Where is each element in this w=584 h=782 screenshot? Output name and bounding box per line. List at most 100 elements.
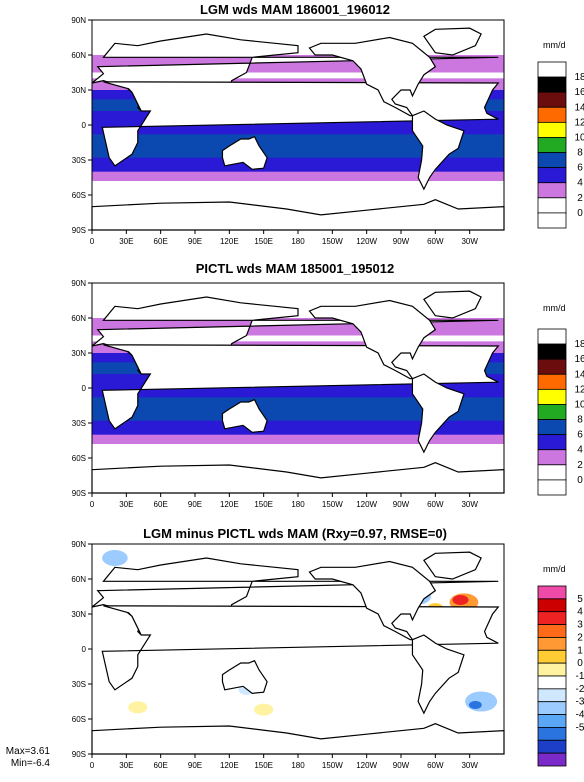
coastline — [423, 27, 482, 56]
colorbar-box — [537, 358, 567, 375]
diff-anomaly — [254, 703, 274, 716]
lon-tick-label: 60E — [154, 500, 168, 509]
lon-tick-label: 90W — [393, 761, 410, 770]
colorbar-box — [537, 675, 567, 690]
colorbar-box — [537, 373, 567, 390]
colorbar-box — [537, 739, 567, 754]
lon-tick-label: 150W — [322, 761, 343, 770]
colorbar-box — [537, 585, 567, 600]
colorbar-label: 4 — [577, 607, 583, 618]
lon-tick-label: 0 — [90, 237, 95, 246]
panel-title: LGM wds MAM 186001_196012 — [199, 2, 391, 17]
lon-tick-label: 30E — [119, 237, 133, 246]
coastline — [308, 560, 437, 641]
lat-tick-label: 90N — [71, 16, 86, 25]
colorbar-label: -3 — [576, 697, 584, 708]
lat-tick-label: 60N — [71, 314, 86, 323]
colorbar-box — [537, 419, 567, 436]
colorbar-label: 2 — [577, 193, 583, 204]
lat-tick-label: 30S — [72, 680, 86, 689]
lat-tick-label: 60N — [71, 51, 86, 60]
colorbar-box — [537, 701, 567, 715]
lon-tick-label: 150W — [322, 500, 343, 509]
colorbar-box — [537, 152, 567, 169]
colorbar-label: 2 — [577, 460, 583, 471]
lon-tick-label: 180 — [291, 237, 305, 246]
map-area — [91, 543, 505, 755]
lon-tick-label: 0 — [90, 500, 95, 509]
colorbar-box — [537, 121, 567, 138]
map-area — [91, 19, 505, 231]
colorbar-box — [537, 727, 567, 741]
lat-tick-label: 0 — [82, 384, 87, 393]
lat-tick-label: 90N — [71, 279, 86, 288]
colorbar-box — [537, 598, 567, 613]
colorbar-label: -5 — [576, 722, 584, 733]
lon-tick-label: 30W — [461, 500, 478, 509]
coastline — [423, 290, 482, 319]
lat-tick-label: 0 — [82, 121, 87, 130]
panel-lgm: LGM wds MAM 186001_196012 90N 60N 30N 0 30S 6… — [0, 0, 584, 255]
lon-tick-label: 60W — [427, 237, 444, 246]
colorbar-box — [537, 449, 567, 466]
band-6-8 — [92, 134, 504, 158]
units-label: mm/d — [543, 303, 566, 313]
diff-anomaly — [102, 550, 128, 566]
lon-tick-label: 180 — [291, 761, 305, 770]
lon-tick-label: 120E — [220, 761, 239, 770]
lat-tick-label: 90S — [72, 226, 86, 235]
colorbar-box — [537, 106, 567, 123]
colorbar-label: 16 — [574, 354, 584, 365]
min-label: Min=-6.4 — [10, 758, 50, 769]
lon-tick-label: 150E — [254, 500, 273, 509]
max-label: Max=3.61 — [5, 746, 50, 757]
colorbar-box — [537, 343, 567, 360]
colorbar — [537, 328, 567, 496]
colorbar-box — [537, 637, 567, 651]
panel-pictl: PICTL wds MAM 185001_195012 90N 60N 30N 0 30… — [0, 259, 584, 519]
units-label: mm/d — [543, 564, 566, 574]
colorbar-box — [537, 624, 567, 638]
colorbar-box — [537, 752, 567, 767]
colorbar-label: 0 — [577, 475, 583, 486]
lat-tick-label: 90N — [71, 540, 86, 549]
colorbar-label: 16 — [574, 87, 584, 98]
colorbar-box — [537, 76, 567, 93]
coastline — [411, 373, 465, 454]
lon-tick-label: 150W — [322, 237, 343, 246]
colorbar-label: -2 — [576, 684, 584, 695]
lon-tick-label: 180 — [291, 500, 305, 509]
lon-tick-label: 150E — [254, 761, 273, 770]
diff-anomaly — [452, 595, 469, 605]
lat-tick-label: 60S — [72, 454, 86, 463]
colorbar-label: 12 — [574, 117, 584, 128]
coastline — [221, 135, 268, 170]
lat-tick-label: 30N — [71, 86, 86, 95]
lat-tick-label: 30N — [71, 349, 86, 358]
colorbar-label: 14 — [574, 102, 584, 113]
colorbar — [537, 585, 567, 767]
lat-tick-label: 30S — [72, 419, 86, 428]
units-label: mm/d — [543, 40, 566, 50]
lat-tick-label: 0 — [82, 645, 87, 654]
coastline — [221, 659, 268, 694]
panel-difference: LGM minus PICTL wds MAM (Rxy=0.97, RMSE=… — [0, 524, 584, 782]
colorbar-box — [537, 649, 567, 664]
colorbar — [537, 61, 567, 229]
colorbar-label: 6 — [577, 163, 583, 174]
colorbar-label: 2 — [577, 632, 583, 643]
map-difference: 90N 60N 30N 0 30S 60S 90S 0 30E 60E 90E 120E 150E 180… — [71, 540, 584, 770]
colorbar-label: 8 — [577, 415, 583, 426]
lat-tick-label: 30S — [72, 156, 86, 165]
colorbar-label: 18 — [574, 339, 584, 350]
colorbar-box — [537, 212, 567, 229]
lat-tick-label: 90S — [72, 750, 86, 759]
colorbar-label: -1 — [576, 671, 584, 682]
colorbar-box — [537, 479, 567, 496]
coastline — [411, 110, 465, 191]
lon-tick-label: 60W — [427, 761, 444, 770]
coastline — [221, 398, 268, 433]
panel-title: PICTL wds MAM 185001_195012 — [195, 261, 395, 276]
band-6-8 — [92, 397, 504, 421]
